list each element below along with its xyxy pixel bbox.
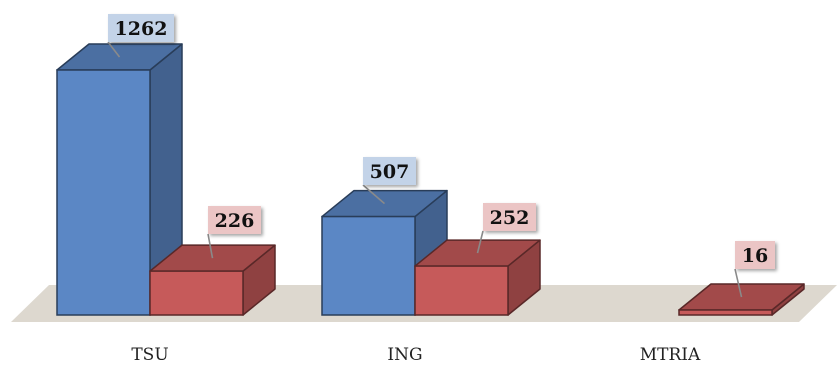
data-label-text-ing-s2: 252 bbox=[490, 207, 530, 229]
data-label-tsu-s2: 226 bbox=[208, 206, 261, 234]
data-label-text-mtria-s2: 16 bbox=[742, 245, 768, 267]
data-label-box-tsu-s2 bbox=[208, 206, 261, 234]
data-label-ing-s2: 252 bbox=[483, 203, 536, 231]
data-label-text-ing-s1: 507 bbox=[370, 161, 410, 183]
bar-front-mtria-s2 bbox=[678, 309, 773, 316]
data-label-ing-s1: 507 bbox=[363, 157, 416, 185]
leader-line-tsu-s1 bbox=[107, 41, 121, 58]
data-label-text-tsu-s1: 1262 bbox=[115, 18, 168, 40]
data-label-box-mtria-s2 bbox=[735, 241, 775, 269]
leader-line-mtria-s2 bbox=[734, 268, 743, 298]
data-label-text-tsu-s2: 226 bbox=[215, 210, 255, 232]
bar-front-tsu-s2 bbox=[149, 270, 244, 316]
data-label-box-tsu-s1 bbox=[108, 14, 174, 42]
data-label-box-ing-s1 bbox=[363, 157, 416, 185]
bar-front-tsu-s1 bbox=[56, 69, 151, 316]
data-label-tsu-s1: 1262 bbox=[108, 14, 174, 42]
category-label-ing: ING bbox=[387, 345, 422, 365]
category-label-tsu: TSU bbox=[131, 345, 168, 365]
leader-line-ing-s2 bbox=[476, 230, 484, 254]
bar-ing-s2 bbox=[414, 239, 541, 316]
leader-line-tsu-s2 bbox=[207, 233, 214, 259]
leader-line-ing-s1 bbox=[362, 184, 386, 205]
bar-front-ing-s1 bbox=[321, 215, 416, 316]
data-label-box-ing-s2 bbox=[483, 203, 536, 231]
data-label-mtria-s2: 16 bbox=[735, 241, 775, 269]
category-label-mtria: MTRIA bbox=[640, 345, 701, 365]
bar-front-ing-s2 bbox=[414, 265, 509, 316]
